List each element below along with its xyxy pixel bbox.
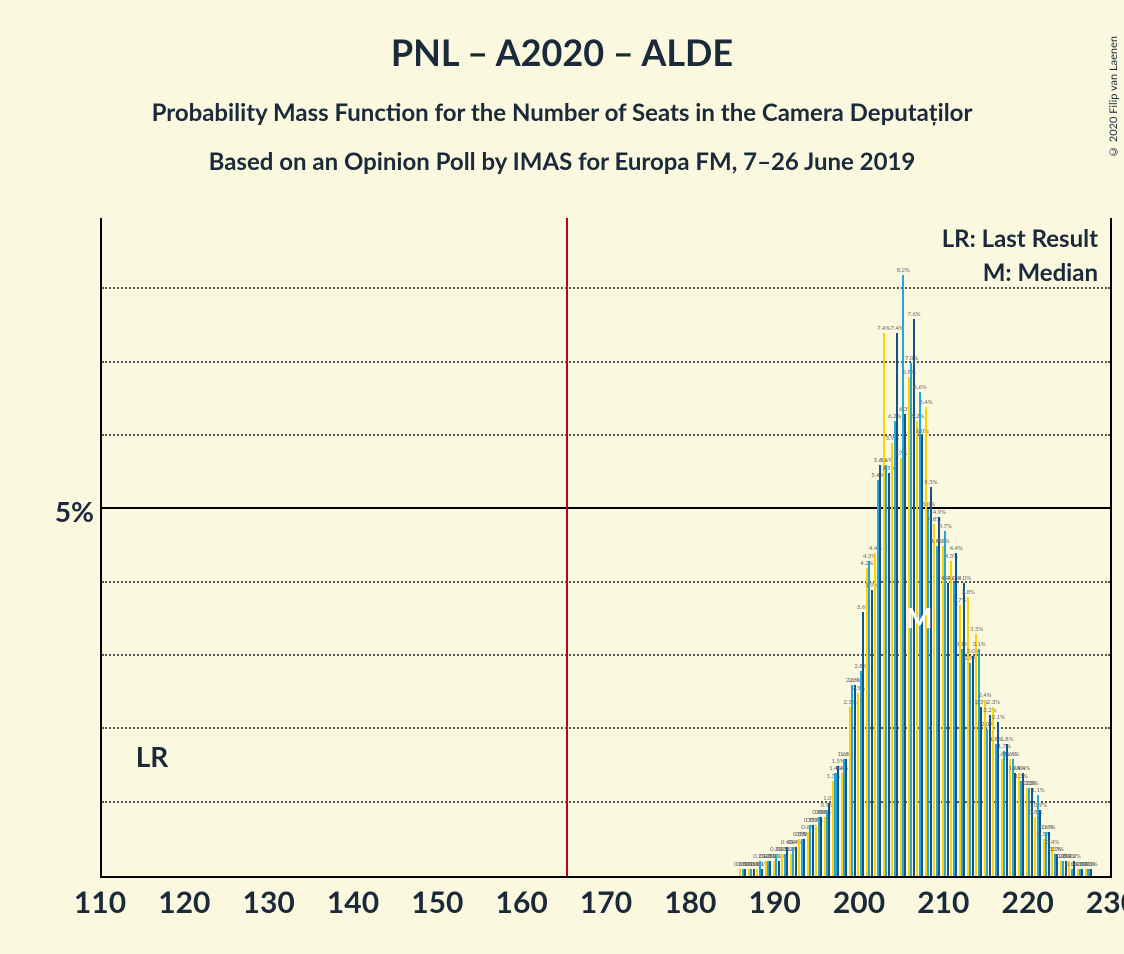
lr-reference-line [566,218,568,876]
bar-value-label: 0.6% [1042,824,1055,831]
bar [837,766,839,876]
bar [871,590,873,876]
bar-value-label: 0.9% [1034,802,1047,809]
y-tick-label: 5% [55,494,94,528]
bar [947,583,949,876]
bar [1022,773,1024,876]
bar-value-label: 5.0% [922,501,935,508]
x-tick-label: 120 [158,884,210,920]
bar-value-label: 6.0% [916,428,929,435]
bar [753,869,755,876]
x-tick-label: 130 [243,884,295,920]
bar-value-label: 2.1% [992,714,1005,721]
x-tick-label: 140 [327,884,379,920]
bar-value-label: 7.4% [877,325,890,332]
bar [795,847,797,876]
bar-value-label: 3.8% [962,589,975,596]
bar [980,707,982,876]
bar [828,803,830,876]
x-tick-label: 200 [833,884,885,920]
gridline [102,287,1110,289]
bar-value-label: 7.6% [907,311,920,318]
copyright-text: © 2020 Filip van Laenen [1107,36,1120,158]
bar-value-label: 4.9% [933,509,946,516]
chart-subtitle-2: Based on an Opinion Poll by IMAS for Eur… [0,147,1124,176]
bar [1031,788,1033,876]
gridline [102,507,1110,509]
bar-value-label: 0.1% [1085,861,1098,868]
chart-title: PNL – A2020 – ALDE [0,30,1124,74]
median-label: M [906,600,932,634]
bar-value-label: 3.3% [970,626,983,633]
bar-value-label: 4.2% [860,560,873,567]
bar [1090,869,1092,876]
bar [913,319,915,876]
bar-value-label: 7.0% [905,355,918,362]
lr-label: LR [136,739,169,773]
bar-value-label: 8.2% [897,267,910,274]
bar-value-label: 2.3% [987,699,1000,706]
bar [1014,773,1016,876]
chart-plot-area: LR: Last Result M: Median LR0.1%0.1%0.1%… [100,218,1112,878]
bar-value-label: 4.7% [939,523,952,530]
bar-value-label: 1.2% [1025,780,1038,787]
bar [904,414,906,876]
x-tick-label: 180 [664,884,716,920]
x-tick-label: 150 [411,884,463,920]
bar-value-label: 1.6% [1006,751,1019,758]
bar [820,817,822,876]
bar [812,825,814,876]
x-tick-label: 190 [749,884,801,920]
bar-value-label: 1.4% [1017,765,1030,772]
bar-value-label: 5.3% [924,479,937,486]
gridline [102,361,1110,363]
bar [862,612,864,876]
bar-value-label: 0.4% [1046,839,1059,846]
bar [1081,869,1083,876]
bar-value-label: 1.3% [1015,773,1028,780]
bar [930,487,932,876]
bar-value-label: 6.2% [911,413,924,420]
gridline [102,434,1110,436]
bar [854,685,856,876]
bar [761,869,763,876]
bar [896,333,898,876]
bar [778,861,780,876]
x-tick-label: 210 [917,884,969,920]
bar [972,656,974,876]
bar [803,839,805,876]
bar [845,759,847,876]
legend-lr: LR: Last Result [942,224,1098,253]
x-axis-labels: 110120130140150160170180190200210220230 [100,884,1112,934]
bar [744,869,746,876]
bar [1039,810,1041,876]
bar-value-label: 4.4% [950,545,963,552]
bar-value-label: 3.1% [972,641,985,648]
bar-value-label: 1.8% [1000,736,1013,743]
bar-value-label: 6.2% [888,413,901,420]
bar-value-label: 6.6% [913,384,926,391]
x-tick-label: 170 [580,884,632,920]
bar [769,861,771,876]
bar [963,583,965,876]
x-tick-label: 110 [74,884,126,920]
bar-value-label: 0.2% [1068,853,1081,860]
bar-value-label: 0.3% [1051,846,1064,853]
bar [888,473,890,876]
bar-value-label: 1.7% [998,743,1011,750]
chart-subtitle-1: Probability Mass Function for the Number… [0,98,1124,127]
bar-value-label: 6.4% [919,399,932,406]
bar [879,465,881,876]
x-tick-label: 220 [1002,884,1054,920]
bar-value-label: 1.1% [1032,787,1045,794]
bar-value-label: 2.4% [978,692,991,699]
bar-value-label: 4.0% [958,575,971,582]
bar [938,517,940,876]
x-tick-label: 160 [496,884,548,920]
x-tick-label: 230 [1086,884,1124,920]
bar-value-label: 4.5% [936,538,949,545]
bar-value-label: 2.2% [983,707,996,714]
bar [1006,744,1008,876]
legend-m: M: Median [983,258,1098,287]
